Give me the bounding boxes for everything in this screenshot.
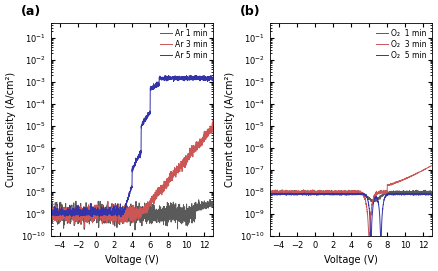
O₂  1 min bbox=[423, 189, 428, 192]
O₂  3 min bbox=[342, 190, 347, 193]
O₂  5 min bbox=[276, 192, 281, 196]
Text: (a): (a) bbox=[21, 5, 42, 18]
Y-axis label: Current density (A/cm²): Current density (A/cm²) bbox=[6, 72, 16, 187]
Ar 3 min bbox=[211, 128, 216, 132]
Ar 1 min bbox=[127, 211, 132, 214]
Line: Ar 1 min: Ar 1 min bbox=[51, 199, 213, 230]
O₂  1 min bbox=[371, 201, 376, 204]
O₂  3 min bbox=[267, 191, 272, 194]
Ar 3 min bbox=[127, 212, 133, 215]
O₂  3 min bbox=[425, 166, 431, 169]
O₂  1 min bbox=[346, 191, 351, 194]
Ar 5 min bbox=[211, 79, 216, 83]
Ar 1 min bbox=[208, 198, 213, 201]
Ar 5 min bbox=[123, 204, 128, 207]
Line: O₂  3 min: O₂ 3 min bbox=[270, 165, 432, 236]
O₂  3 min bbox=[425, 166, 431, 169]
X-axis label: Voltage (V): Voltage (V) bbox=[324, 256, 378, 265]
X-axis label: Voltage (V): Voltage (V) bbox=[105, 256, 159, 265]
O₂  5 min bbox=[346, 192, 352, 195]
Ar 3 min bbox=[176, 167, 181, 171]
Ar 1 min bbox=[206, 200, 212, 204]
Ar 1 min bbox=[211, 199, 216, 202]
O₂  1 min bbox=[430, 191, 435, 194]
O₂  3 min bbox=[366, 234, 371, 238]
Line: O₂  1 min: O₂ 1 min bbox=[270, 190, 432, 202]
O₂  1 min bbox=[276, 190, 281, 193]
Ar 3 min bbox=[48, 206, 53, 209]
O₂  1 min bbox=[342, 191, 347, 194]
Ar 1 min bbox=[206, 203, 212, 206]
Line: Ar 3 min: Ar 3 min bbox=[51, 120, 213, 227]
Ar 3 min bbox=[211, 119, 216, 122]
Ar 3 min bbox=[206, 128, 212, 132]
O₂  5 min bbox=[267, 193, 272, 196]
Ar 1 min bbox=[123, 209, 128, 212]
O₂  1 min bbox=[395, 190, 400, 193]
O₂  5 min bbox=[425, 192, 431, 195]
Ar 1 min bbox=[176, 213, 181, 216]
O₂  3 min bbox=[276, 191, 281, 194]
O₂  5 min bbox=[425, 192, 431, 195]
O₂  5 min bbox=[302, 191, 307, 195]
O₂  3 min bbox=[430, 164, 435, 167]
Y-axis label: Current density (A/cm²): Current density (A/cm²) bbox=[225, 72, 235, 187]
Ar 3 min bbox=[82, 226, 87, 229]
Legend: O₂  1 min, O₂  3 min, O₂  5 min: O₂ 1 min, O₂ 3 min, O₂ 5 min bbox=[374, 27, 429, 62]
O₂  5 min bbox=[430, 193, 435, 196]
Ar 5 min bbox=[89, 215, 95, 219]
O₂  1 min bbox=[425, 190, 431, 193]
Ar 5 min bbox=[57, 212, 62, 215]
Legend: Ar 1 min, Ar 3 min, Ar 5 min: Ar 1 min, Ar 3 min, Ar 5 min bbox=[158, 27, 210, 62]
Ar 5 min bbox=[188, 74, 193, 77]
Ar 1 min bbox=[48, 206, 53, 209]
O₂  5 min bbox=[342, 193, 347, 196]
O₂  3 min bbox=[395, 180, 400, 184]
Ar 3 min bbox=[206, 131, 212, 135]
Ar 3 min bbox=[123, 214, 128, 217]
Text: (b): (b) bbox=[240, 5, 261, 18]
Ar 5 min bbox=[48, 211, 53, 214]
Ar 5 min bbox=[176, 76, 181, 80]
O₂  3 min bbox=[430, 164, 435, 167]
O₂  1 min bbox=[267, 190, 272, 193]
O₂  5 min bbox=[368, 234, 373, 238]
Ar 5 min bbox=[206, 78, 212, 81]
Line: O₂  5 min: O₂ 5 min bbox=[270, 193, 432, 236]
Ar 3 min bbox=[57, 219, 62, 222]
O₂  3 min bbox=[346, 191, 351, 194]
Ar 1 min bbox=[57, 217, 62, 220]
Ar 5 min bbox=[206, 79, 212, 82]
Ar 5 min bbox=[127, 192, 133, 195]
Ar 1 min bbox=[132, 228, 138, 231]
O₂  5 min bbox=[396, 193, 401, 196]
O₂  1 min bbox=[425, 191, 431, 194]
Line: Ar 5 min: Ar 5 min bbox=[51, 75, 213, 217]
